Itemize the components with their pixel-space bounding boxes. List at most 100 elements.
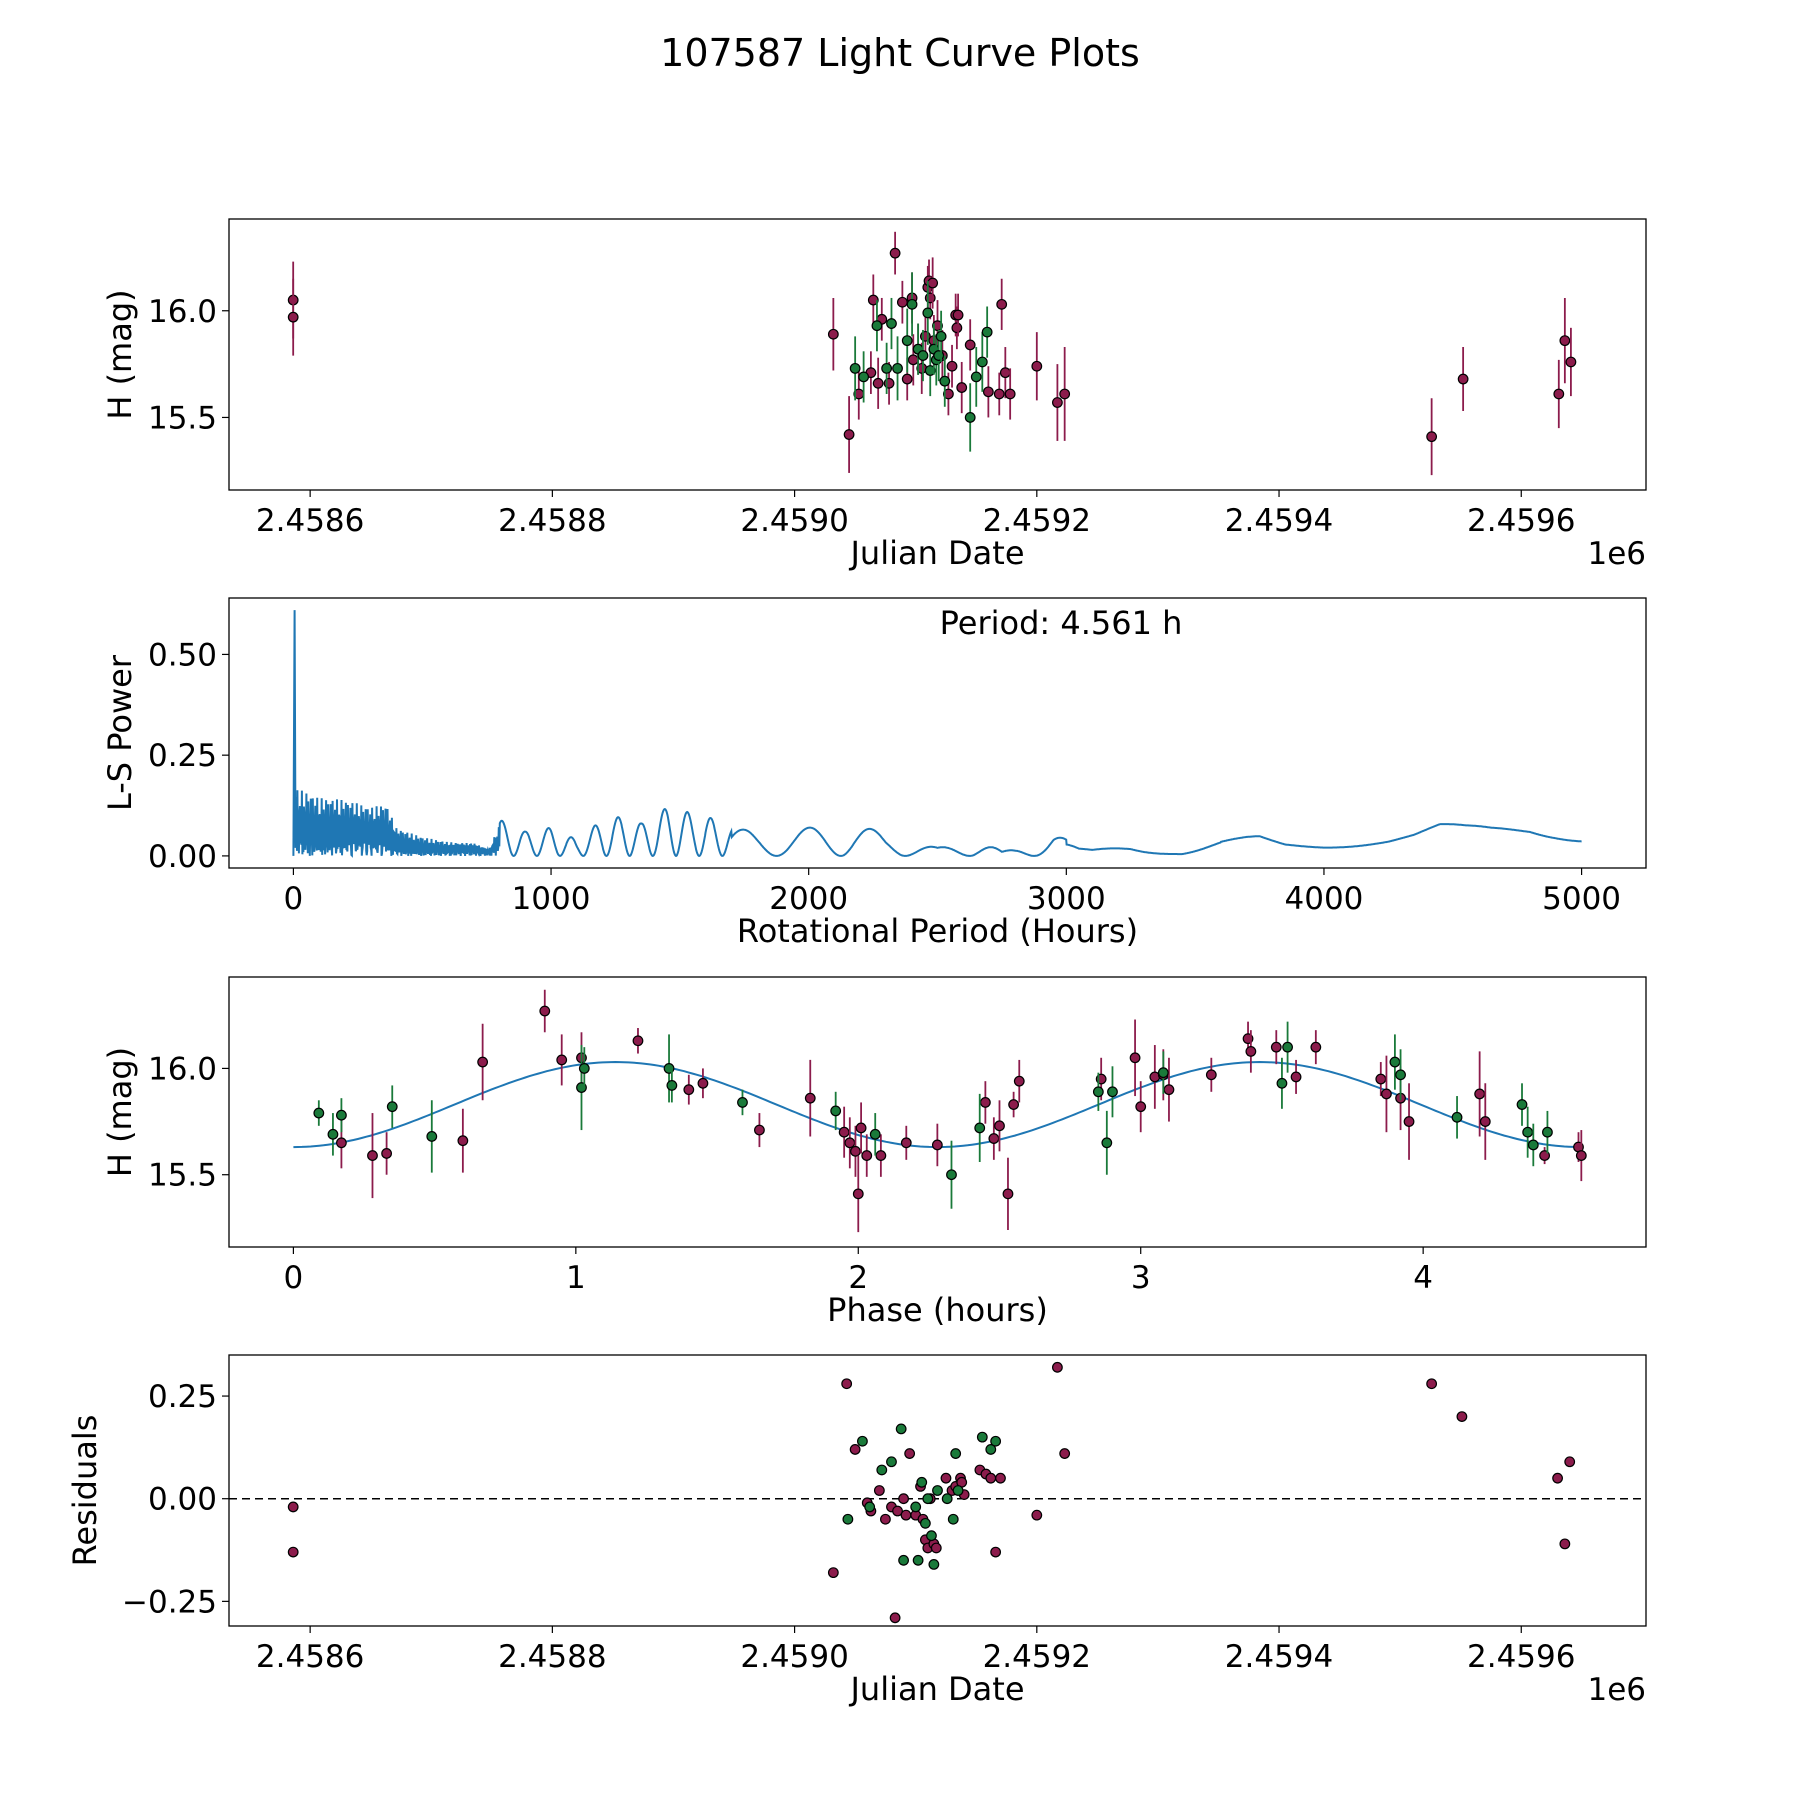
data-point	[946, 360, 958, 372]
x-tick-label: 4	[1413, 1260, 1433, 1296]
periodogram-line	[292, 610, 1582, 858]
data-point	[1013, 1075, 1025, 1087]
data-point	[1527, 1139, 1539, 1151]
x-tick-label: 3	[1131, 1260, 1151, 1296]
data-point	[1163, 1084, 1175, 1096]
data-point	[943, 388, 954, 400]
x-tick-label: 2.4594	[1225, 503, 1333, 539]
x-tick-label: 0	[284, 1260, 304, 1296]
data-point	[924, 365, 936, 376]
data-point	[869, 1128, 881, 1140]
data-point	[1542, 1126, 1553, 1138]
data-point	[287, 311, 299, 323]
data-point	[1565, 356, 1577, 368]
x-tick-label: 3000	[1027, 881, 1106, 917]
data-point	[912, 1554, 924, 1566]
x-tick-label: 2.4586	[256, 1639, 364, 1675]
data-point	[852, 1188, 864, 1200]
data-point	[935, 330, 947, 342]
x-tick-label: 2.4594	[1225, 1639, 1333, 1675]
x-tick-label: 1000	[512, 881, 591, 917]
plot-area: 2.4586 2.4588 2.4590 2.4592 2.4594 2.4596 15.5…	[66, 218, 1647, 1708]
data-point	[1092, 1086, 1104, 1098]
data-point	[871, 320, 883, 332]
data-point	[952, 309, 964, 321]
data-point	[857, 1435, 868, 1447]
data-point	[1389, 1056, 1401, 1068]
data-point	[900, 1509, 912, 1521]
data-point	[898, 1554, 909, 1566]
data-point	[1559, 335, 1571, 347]
data-point	[849, 1444, 861, 1455]
data-point	[1031, 360, 1043, 372]
data-point	[841, 1378, 853, 1390]
data-point	[910, 1501, 922, 1513]
lightcurve-x-offset-label: 1e6	[1587, 536, 1646, 572]
data-point	[1375, 1073, 1387, 1085]
residuals-chart: 2.4586 2.4588 2.4590 2.4592 2.4594 2.4596 −0.2…	[66, 1354, 1647, 1708]
data-point	[843, 429, 855, 440]
y-tick-label: 15.5	[148, 1158, 217, 1194]
x-tick-label: 5000	[1542, 881, 1621, 917]
data-point	[995, 1472, 1006, 1484]
residuals-series-green	[842, 1423, 1002, 1570]
data-point	[827, 328, 839, 340]
data-point	[964, 339, 976, 351]
data-point	[873, 1485, 885, 1496]
data-point	[941, 1493, 953, 1505]
data-point	[930, 1542, 942, 1554]
lightcurve-x-axis-label: Julian Date	[848, 534, 1024, 572]
data-point	[931, 1139, 943, 1151]
x-tick-label: 2.4592	[983, 503, 1091, 539]
data-point	[985, 1444, 997, 1455]
data-point	[985, 1472, 997, 1484]
data-point	[666, 1080, 678, 1091]
data-point	[844, 1137, 856, 1149]
residuals-axes-frame	[228, 1354, 1647, 1627]
x-tick-label: 2.4588	[498, 1639, 606, 1675]
data-point	[1129, 1052, 1141, 1064]
data-point	[1051, 1361, 1063, 1373]
data-point	[982, 386, 994, 398]
phased-axes-frame	[228, 976, 1647, 1248]
x-tick-label: 4000	[1285, 881, 1364, 917]
x-tick-label: 2000	[769, 881, 848, 917]
residuals-y-axis-label: Residuals	[66, 1415, 104, 1567]
data-point	[926, 1530, 937, 1542]
y-tick-label: 0.25	[148, 738, 217, 774]
y-tick-label: −0.25	[122, 1584, 217, 1620]
data-point	[737, 1097, 748, 1108]
data-point	[933, 350, 945, 361]
data-point	[386, 1101, 398, 1113]
data-point	[947, 1513, 959, 1525]
data-point	[994, 1120, 1005, 1132]
data-point	[919, 1517, 931, 1529]
data-point	[861, 1150, 873, 1161]
data-point	[889, 1612, 901, 1624]
data-point	[917, 350, 929, 361]
data-point	[901, 373, 913, 385]
data-point	[1008, 1099, 1020, 1110]
data-point	[1381, 1088, 1392, 1100]
data-point	[477, 1056, 489, 1068]
periodogram-axes-frame	[228, 597, 1647, 869]
phased-x-axis-label: Phase (hours)	[827, 1291, 1048, 1329]
data-point	[988, 1133, 1000, 1144]
data-point	[922, 307, 934, 319]
data-point	[838, 1126, 850, 1138]
x-tick-label: 2.4590	[740, 1639, 848, 1675]
data-point	[632, 1035, 644, 1047]
data-point	[1205, 1069, 1217, 1081]
data-point	[990, 1546, 1002, 1558]
data-point	[880, 1513, 891, 1525]
data-point	[872, 377, 884, 389]
data-point	[1479, 1116, 1491, 1127]
y-tick-label: 16.0	[148, 1051, 217, 1087]
data-point	[1552, 1472, 1563, 1484]
data-point	[1004, 388, 1016, 400]
data-point	[970, 371, 982, 383]
data-point	[864, 1501, 876, 1513]
data-point	[901, 335, 913, 347]
data-point	[1310, 1041, 1322, 1053]
data-point	[1522, 1126, 1534, 1138]
